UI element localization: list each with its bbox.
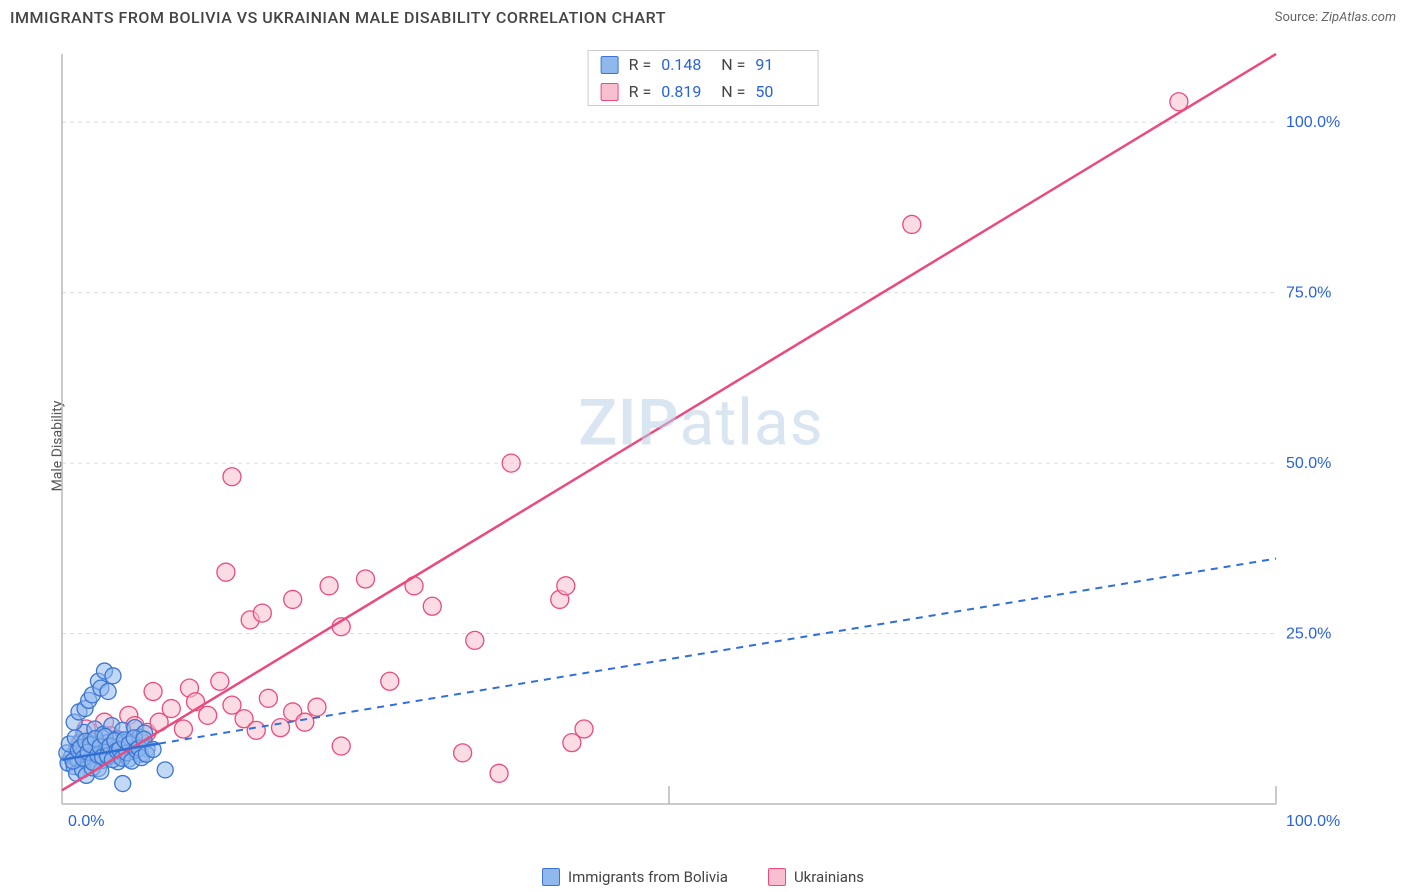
n-value-bolivia: 91 [755,55,805,74]
stats-row-ukrainians: R = 0.819 N = 50 [589,78,818,105]
legend-item-bolivia: Immigrants from Bolivia [542,868,728,886]
r-value-ukrainians: 0.819 [661,82,711,101]
stats-legend: R = 0.148 N = 91 R = 0.819 N = 50 [588,50,819,106]
svg-text:25.0%: 25.0% [1286,626,1331,643]
stats-row-bolivia: R = 0.148 N = 91 [589,51,818,78]
source-label: Source: [1275,10,1318,25]
r-label: R = [629,82,652,101]
plot-area: 25.0%50.0%75.0%100.0%0.0%100.0% ZIPatlas [56,44,1346,834]
swatch-ukrainians [768,868,786,886]
scatter-chart: 25.0% 50.0% 75.0% 100.0% 0.0% 100.0% [56,44,1346,834]
swatch-bolivia [601,56,619,74]
chart-title: IMMIGRANTS FROM BOLIVIA VS UKRAINIAN MAL… [10,8,666,27]
svg-text:100.0%: 100.0% [1286,114,1340,131]
n-label: N = [721,82,745,101]
n-value-ukrainians: 50 [755,82,805,101]
bottom-legend: Immigrants from Bolivia Ukrainians [542,868,864,886]
legend-label-ukrainians: Ukrainians [794,868,864,886]
legend-item-ukrainians: Ukrainians [768,868,864,886]
swatch-bolivia [542,868,560,886]
chart-container: IMMIGRANTS FROM BOLIVIA VS UKRAINIAN MAL… [0,0,1406,892]
r-value-bolivia: 0.148 [661,55,711,74]
svg-text:75.0%: 75.0% [1286,285,1331,302]
r-label: R = [629,55,652,74]
source-attribution: Source: ZipAtlas.com [1275,10,1396,25]
legend-label-bolivia: Immigrants from Bolivia [568,868,728,886]
header: IMMIGRANTS FROM BOLIVIA VS UKRAINIAN MAL… [10,8,1396,27]
svg-text:50.0%: 50.0% [1286,455,1331,472]
svg-text:0.0%: 0.0% [68,813,104,830]
swatch-ukrainians [601,83,619,101]
source-value: ZipAtlas.com [1321,10,1396,25]
n-label: N = [721,55,745,74]
svg-text:100.0%: 100.0% [1286,813,1340,830]
